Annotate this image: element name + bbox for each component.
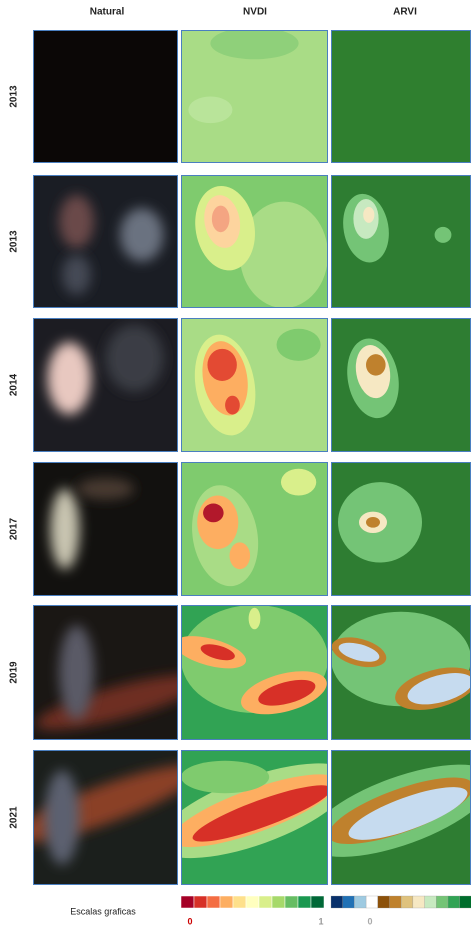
scale-swatch: [354, 896, 366, 908]
image-panel: [181, 27, 328, 163]
scale-swatch: [448, 896, 460, 908]
image-panel: [33, 30, 178, 163]
page: Natural NVDI ARVI Escalas graficas 0 1 0…: [0, 0, 471, 928]
region: [225, 396, 240, 415]
legend-title: Escalas graficas: [70, 906, 136, 916]
scale-swatch: [413, 896, 425, 908]
region: [230, 542, 251, 569]
scale-swatch: [366, 896, 378, 908]
scale-swatch: [233, 896, 246, 908]
region: [435, 227, 452, 243]
region: [249, 608, 261, 630]
scale-swatch: [390, 896, 402, 908]
scale-swatch: [436, 896, 448, 908]
image-panel: [33, 462, 178, 596]
scale-label: 0: [367, 916, 372, 926]
image-panel: [33, 318, 178, 452]
row-label: 2019: [9, 661, 20, 684]
region: [59, 625, 94, 720]
scale-label: 1: [318, 916, 323, 926]
region: [120, 208, 164, 261]
scale-swatch: [285, 896, 298, 908]
scale-swatch: [425, 896, 437, 908]
image-panel: [4, 750, 208, 885]
scale-swatch: [401, 896, 413, 908]
region: [207, 349, 236, 381]
region: [281, 469, 316, 496]
row-label: 2014: [9, 373, 20, 396]
image-panel: [171, 605, 331, 740]
region: [203, 504, 224, 523]
image-panel: [331, 30, 471, 163]
region: [240, 202, 328, 308]
region: [210, 27, 298, 59]
row-label: 2013: [9, 230, 20, 253]
region: [77, 478, 135, 499]
region: [48, 342, 92, 414]
image-panel: [328, 605, 471, 740]
region: [366, 517, 380, 528]
scale-swatch: [272, 896, 285, 908]
region: [45, 770, 80, 865]
region: [188, 97, 232, 124]
image-panel: [181, 462, 328, 596]
image-panel: [181, 318, 328, 452]
image-panel: [33, 175, 178, 308]
column-header: Natural: [90, 7, 125, 18]
panel-bg: [33, 30, 178, 163]
panel-bg: [331, 30, 471, 163]
column-header: ARVI: [393, 7, 417, 18]
scale-swatch: [331, 896, 343, 908]
image-panel: [181, 175, 328, 308]
image-panel: [331, 462, 471, 596]
region: [50, 489, 79, 569]
scale-swatch: [194, 896, 207, 908]
scale-swatch: [207, 896, 220, 908]
region: [62, 255, 91, 295]
region: [59, 195, 94, 248]
scale-swatch: [220, 896, 233, 908]
region: [106, 325, 164, 392]
scale-swatch: [311, 896, 324, 908]
scale-swatch: [259, 896, 272, 908]
region: [197, 496, 238, 550]
scale-label: 0: [187, 916, 192, 926]
figure: Natural NVDI ARVI Escalas graficas 0 1 0…: [0, 0, 471, 928]
region: [181, 761, 269, 793]
column-header: NVDI: [243, 7, 267, 18]
scale-swatch: [181, 896, 194, 908]
row-label: 2017: [9, 517, 20, 540]
image-panel: [146, 744, 362, 885]
region: [277, 329, 321, 361]
image-panel: [331, 318, 471, 452]
scale-swatch: [378, 896, 390, 908]
scale-swatch: [343, 896, 355, 908]
scale-swatch: [298, 896, 311, 908]
region: [363, 207, 374, 223]
row-label: 2013: [9, 85, 20, 108]
row-label: 2021: [9, 806, 20, 829]
image-panel: [331, 175, 471, 308]
scale-swatch: [460, 896, 471, 908]
scale-swatch: [246, 896, 259, 908]
region: [366, 354, 386, 375]
region: [212, 206, 230, 233]
